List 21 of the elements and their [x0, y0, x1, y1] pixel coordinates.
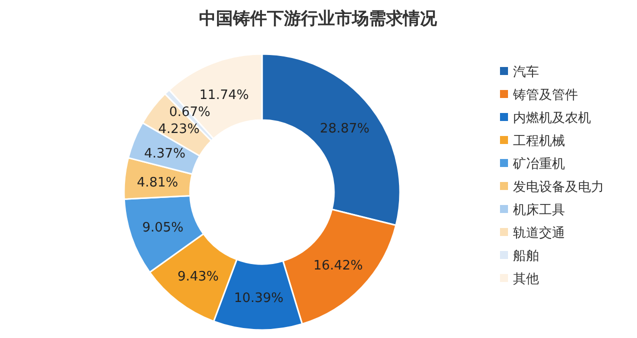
data-label: 28.87%: [320, 121, 370, 136]
data-label: 11.74%: [199, 88, 249, 103]
legend-label: 矿冶重机: [512, 157, 565, 172]
legend-label: 轨道交通: [513, 225, 565, 241]
legend-label: 铸管及管件: [512, 88, 578, 103]
legend-label: 船舶: [513, 249, 539, 264]
data-label: 4.81%: [136, 176, 178, 191]
legend-label: 机床工具: [513, 203, 565, 218]
data-label: 16.42%: [313, 258, 363, 274]
data-label: 4.23%: [158, 122, 200, 137]
legend-label: 内燃机及农机: [513, 111, 591, 126]
data-label: 10.39%: [234, 290, 284, 306]
data-label: 9.05%: [142, 220, 184, 236]
legend-label: 发电设备及电力: [513, 180, 604, 195]
data-label: 4.37%: [144, 146, 186, 162]
legend-label: 汽车: [513, 65, 539, 80]
data-label: 0.67%: [169, 104, 210, 120]
legend-label: 其他: [513, 272, 539, 287]
chart-title: 中国铸件下游行业市场需求情况: [199, 9, 438, 29]
legend-label: 工程机械: [513, 134, 565, 149]
data-label: 9.43%: [177, 269, 219, 284]
